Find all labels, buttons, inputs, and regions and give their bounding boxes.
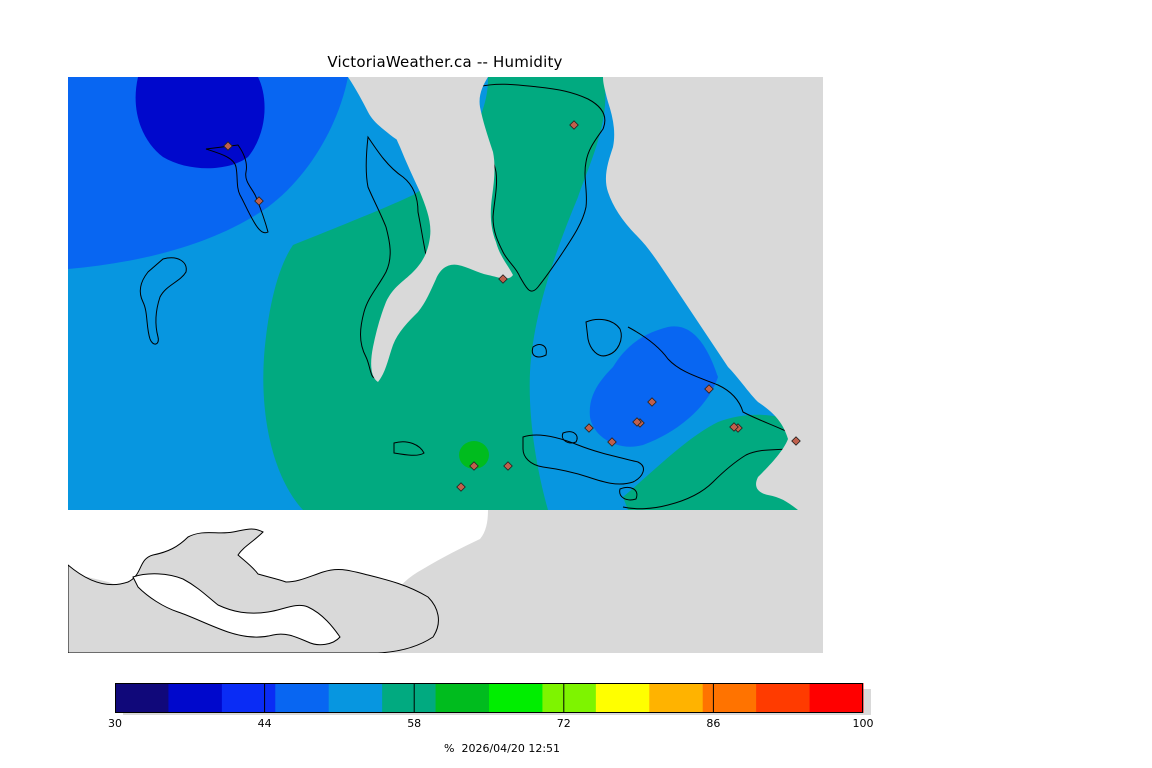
land-northwest-edge	[348, 77, 413, 144]
land-between-inlets	[371, 77, 513, 382]
station-marker[interactable]	[729, 422, 739, 432]
station-marker[interactable]	[469, 461, 479, 471]
station-marker[interactable]	[456, 482, 466, 492]
station-marker[interactable]	[607, 437, 617, 447]
colorbar-legend: 30 44 58 72 86 100 % 2026/04/20 12:51	[108, 683, 875, 755]
weather-stations	[223, 120, 801, 492]
colorbar-outline	[115, 683, 863, 713]
colorbar-bin	[115, 683, 169, 713]
colorbar-scale	[115, 683, 871, 715]
colorbar-tick-label: 30	[108, 717, 122, 730]
map-title: VictoriaWeather.ca -- Humidity	[327, 53, 563, 71]
land-east	[603, 77, 823, 510]
humidity-map[interactable]	[68, 77, 823, 653]
colorbar-bin	[595, 683, 650, 713]
colorbar-bin	[168, 683, 223, 713]
colorbar-bin	[328, 683, 383, 713]
colorbar-tick-label: 72	[556, 717, 571, 730]
colorbar-tick-label: 44	[257, 717, 272, 730]
colorbar-bin	[382, 683, 437, 713]
station-marker[interactable]	[223, 141, 233, 151]
contour-55-60-west	[263, 77, 606, 510]
colorbar-bin	[542, 683, 597, 713]
contour-45-50-east	[589, 326, 718, 447]
colorbar-bin	[275, 683, 330, 713]
station-marker[interactable]	[498, 274, 508, 284]
station-marker[interactable]	[791, 436, 801, 446]
colorbar-caption: % 2026/04/20 12:51	[430, 729, 560, 768]
station-marker[interactable]	[632, 417, 642, 427]
station-marker[interactable]	[584, 423, 594, 433]
unit-label: %	[444, 742, 455, 755]
peninsula-south	[68, 528, 439, 653]
colorbar-tick-label: 86	[706, 717, 721, 730]
timestamp: 2026/04/20 12:51	[461, 742, 561, 755]
station-marker[interactable]	[647, 397, 657, 407]
island-south	[132, 573, 341, 646]
contour-60-65	[459, 441, 489, 469]
station-marker[interactable]	[254, 196, 264, 206]
station-marker[interactable]	[569, 120, 579, 130]
colorbar-bin	[221, 683, 276, 713]
station-marker[interactable]	[704, 384, 714, 394]
contour-45-50	[68, 77, 348, 269]
colorbar-bin	[809, 683, 864, 713]
station-marker[interactable]	[503, 461, 513, 471]
colorbar-bin	[489, 683, 543, 713]
colorbar-bin	[702, 683, 757, 713]
colorbar-tick-label: 58	[407, 717, 422, 730]
colorbar-bin	[649, 683, 704, 713]
colorbar-bin	[756, 683, 811, 713]
colorbar-tick-label: 100	[852, 717, 874, 730]
colorbar-bin	[435, 683, 490, 713]
